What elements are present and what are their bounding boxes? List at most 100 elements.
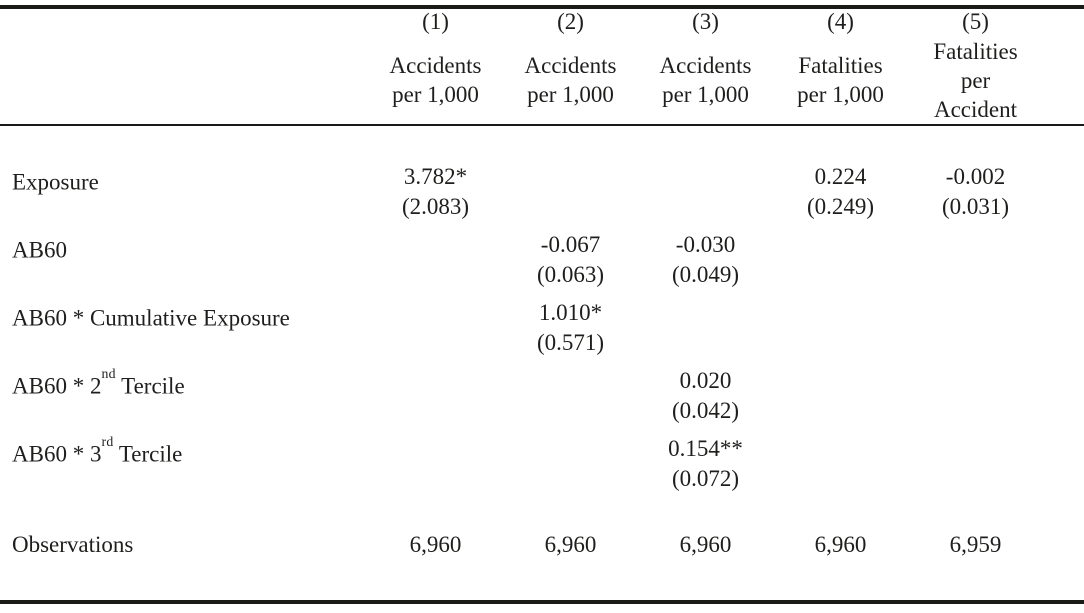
coefficient-value	[908, 298, 1043, 328]
standard-error: (2.083)	[401, 194, 470, 219]
coefficient-value	[368, 230, 503, 260]
coef-cell	[773, 434, 908, 494]
coefficient-value	[368, 434, 503, 464]
standard-error: (0.049)	[671, 262, 740, 287]
coefficient-value	[773, 434, 908, 464]
coefficient-value	[638, 298, 773, 328]
standard-error	[908, 328, 1043, 358]
observations-value: 6,959	[949, 532, 1002, 557]
table-row: AB60 * 2nd Tercile 0.020 (0.042)	[0, 366, 1084, 426]
standard-error: (0.063)	[536, 262, 605, 287]
coefficient-value	[503, 434, 638, 464]
header-spacer	[0, 8, 368, 124]
coef-cell	[503, 434, 638, 494]
coef-cell	[908, 298, 1043, 358]
coefficient-value: 0.020	[679, 368, 732, 393]
observations-label: Observations	[12, 532, 134, 557]
standard-error	[773, 464, 908, 494]
column-number: (4)	[827, 9, 854, 34]
table-header: (1) Accidents per 1,000 (2) Accidents pe…	[0, 8, 1084, 124]
standard-error	[908, 464, 1043, 494]
coefficient-value	[908, 434, 1043, 464]
coef-cell	[368, 230, 503, 290]
column-title-line: Accidents	[524, 53, 617, 78]
coefficient-value: 0.154**	[668, 436, 743, 461]
coef-cell: 3.782* (2.083)	[368, 162, 503, 222]
column-number: (3)	[692, 9, 719, 34]
observations-value: 6,960	[544, 532, 597, 557]
coefficient-value	[638, 162, 773, 192]
standard-error	[503, 396, 638, 426]
coefficient-value: -0.030	[675, 232, 736, 257]
column-title-line: Accidents	[389, 53, 482, 78]
row-label: AB60 * 2nd Tercile	[0, 366, 368, 426]
column-header-3: (3) Accidents per 1,000	[638, 8, 773, 124]
column-number: (1)	[422, 9, 449, 34]
column-header-1: (1) Accidents per 1,000	[368, 8, 503, 124]
column-title-line: Fatalities	[798, 53, 883, 78]
column-title-line: Accident	[933, 96, 1017, 122]
standard-error	[368, 328, 503, 358]
table-row: AB60 -0.067 (0.063) -0.030 (0.049)	[0, 230, 1084, 290]
coefficient-value: -0.002	[945, 164, 1006, 189]
standard-error: (0.249)	[806, 194, 875, 219]
coef-cell	[368, 298, 503, 358]
coef-cell	[503, 162, 638, 222]
standard-error	[773, 260, 908, 290]
column-title: Accidents per 1,000	[503, 36, 638, 124]
coef-cell	[638, 298, 773, 358]
standard-error	[908, 396, 1043, 426]
coef-cell	[368, 366, 503, 426]
row-label-text: AB60 * Cumulative Exposure	[12, 305, 290, 331]
table-row: AB60 * 3rd Tercile 0.154** (0.072)	[0, 434, 1084, 494]
table-row: Exposure 3.782* (2.083) 0.224 (0.249) -0.0…	[0, 162, 1084, 222]
coefficient-rows: Exposure 3.782* (2.083) 0.224 (0.249) -0.0…	[0, 126, 1084, 560]
coef-cell	[368, 434, 503, 494]
column-number: (2)	[557, 9, 584, 34]
column-title-line: per 1,000	[662, 82, 749, 107]
standard-error: (0.072)	[671, 466, 740, 491]
coef-cell	[773, 366, 908, 426]
standard-error	[368, 396, 503, 426]
coefficient-value	[773, 230, 908, 260]
coef-cell	[503, 366, 638, 426]
table-row: AB60 * Cumulative Exposure 1.010* (0.571)	[0, 298, 1084, 358]
row-label-ordinal: rd	[101, 433, 114, 449]
coefficient-value	[773, 298, 908, 328]
coef-cell	[908, 230, 1043, 290]
observations-value: 6,960	[409, 532, 462, 557]
coefficient-value	[773, 366, 908, 396]
coefficient-value: 1.010*	[538, 300, 603, 325]
row-label: AB60 * Cumulative Exposure	[0, 298, 368, 358]
standard-error	[773, 396, 908, 426]
coef-cell: -0.067 (0.063)	[503, 230, 638, 290]
coefficient-value	[503, 366, 638, 396]
standard-error: (0.042)	[671, 398, 740, 423]
table-top-rule	[0, 5, 1084, 9]
standard-error	[638, 192, 773, 222]
coefficient-value	[368, 298, 503, 328]
row-label: AB60 * 3rd Tercile	[0, 434, 368, 494]
coef-cell	[773, 298, 908, 358]
row-label-text: AB60	[12, 237, 67, 263]
column-title-line: Accidents	[659, 53, 752, 78]
row-label-text: AB60 * 2	[12, 373, 102, 399]
column-title: Accidents per 1,000	[638, 36, 773, 124]
column-title-line: per	[960, 67, 991, 93]
standard-error	[908, 260, 1043, 290]
table-bottom-rule	[0, 600, 1084, 604]
column-title-line: per 1,000	[392, 82, 479, 107]
column-title-line: per 1,000	[797, 82, 884, 107]
coefficient-value: 3.782*	[403, 164, 468, 189]
row-label-text: Exposure	[12, 169, 99, 195]
row-label-ordinal: nd	[101, 365, 116, 381]
standard-error	[773, 328, 908, 358]
coefficient-value	[908, 230, 1043, 260]
coef-cell: 0.154** (0.072)	[638, 434, 773, 494]
standard-error	[638, 328, 773, 358]
row-label-text: AB60 * 3	[12, 441, 102, 467]
column-header-4: (4) Fatalities per 1,000	[773, 8, 908, 124]
standard-error: (0.031)	[941, 194, 1010, 219]
coef-cell: 0.224 (0.249)	[773, 162, 908, 222]
